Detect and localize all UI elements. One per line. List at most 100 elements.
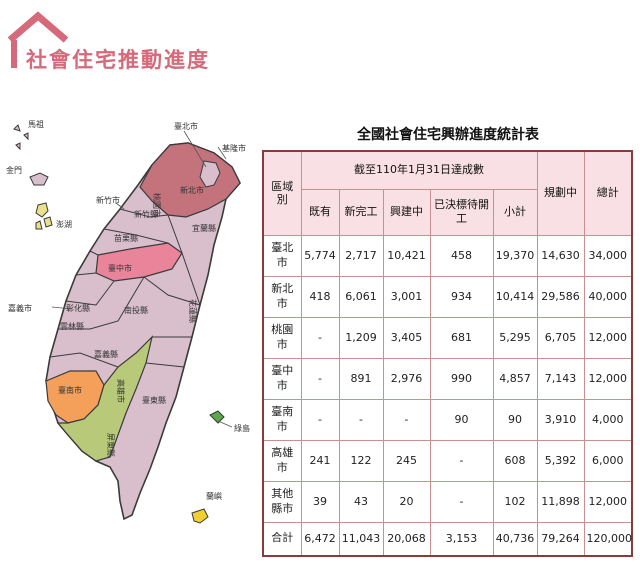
map-label-nantou: 南投縣	[124, 305, 148, 315]
cell-total: 12,000	[583, 316, 633, 359]
table-row: 桃園市 - 1,209 3,405 681 5,295 6,705 12,000	[262, 316, 633, 359]
cell-awaiting: 90	[429, 398, 494, 441]
cell-existing: 6,472	[300, 521, 340, 556]
map-label-hsinchu-city: 新竹市	[96, 195, 120, 205]
cell-existing: -	[300, 316, 340, 359]
table-title: 全國社會住宅興辦進度統計表	[357, 127, 539, 143]
map-label-pingtung: 屏東縣	[106, 433, 116, 457]
map-label-orchid: 蘭嶼	[206, 491, 222, 501]
map-label-hsinchu-county: 新竹縣	[134, 209, 158, 219]
cell-awaiting: -	[429, 480, 494, 523]
cell-new-completed: 122	[338, 439, 384, 482]
cell-total: 6,000	[583, 439, 633, 482]
map-label-penghu: 澎湖	[56, 219, 72, 229]
cell-subtotal: 40,736	[492, 521, 538, 556]
map-island-kinmen	[29, 172, 49, 186]
map-label-chiayi-city: 嘉義市	[8, 303, 32, 313]
cell-area: 新北市	[262, 275, 302, 318]
cell-under-construction: 245	[382, 439, 431, 482]
cell-existing: 241	[300, 439, 340, 482]
header-as-of: 截至110年1月31日達成數	[300, 150, 538, 190]
header-under-construction: 興建中	[382, 188, 431, 236]
map-label-taitung: 臺東縣	[142, 395, 166, 405]
map-region-taipei-city	[199, 160, 221, 188]
map-island-green	[209, 410, 225, 424]
map-label-tainan: 臺南市	[58, 385, 82, 395]
header-new-completed: 新完工	[338, 188, 384, 236]
table-row: 高雄市 241 122 245 - 608 5,392 6,000	[262, 439, 633, 482]
cell-total: 40,000	[583, 275, 633, 318]
map-label-miaoli: 苗栗縣	[114, 233, 138, 243]
cell-total: 120,000	[583, 521, 633, 556]
cell-planning: 29,586	[536, 275, 585, 318]
map-label-kaohsiung: 高雄市	[116, 379, 126, 403]
page-header: 社會住宅推動進度	[6, 10, 306, 72]
cell-new-completed: 6,061	[338, 275, 384, 318]
header-total: 總計	[583, 150, 633, 236]
map-label-kinmen: 金門	[6, 165, 22, 175]
cell-subtotal: 4,857	[492, 357, 538, 400]
cell-under-construction: 3,001	[382, 275, 431, 318]
cell-subtotal: 19,370	[492, 234, 538, 277]
map-label-newtaipei: 新北市	[180, 185, 204, 195]
header-subtotal: 小計	[492, 188, 538, 236]
cell-awaiting: 458	[429, 234, 494, 277]
table-total-row: 合計 6,472 11,043 20,068 3,153 40,736 79,2…	[262, 521, 633, 556]
cell-planning: 3,910	[536, 398, 585, 441]
cell-existing: 5,774	[300, 234, 340, 277]
table-row: 臺北市 5,774 2,717 10,421 458 19,370 14,630…	[262, 234, 633, 277]
map-label-taipei: 臺北市	[174, 121, 198, 131]
cell-area: 其他縣市	[262, 480, 302, 523]
map-label-changhua: 彰化縣	[66, 303, 90, 313]
cell-area: 合計	[262, 521, 302, 556]
map-label-chiayi-county: 嘉義縣	[94, 349, 118, 359]
page-title: 社會住宅推動進度	[26, 48, 210, 72]
cell-under-construction: 3,405	[382, 316, 431, 359]
cell-area: 臺南市	[262, 398, 302, 441]
cell-total: 12,000	[583, 480, 633, 523]
cell-total: 4,000	[583, 398, 633, 441]
cell-existing: -	[300, 398, 340, 441]
cell-under-construction: 20,068	[382, 521, 431, 556]
cell-awaiting: -	[429, 439, 494, 482]
cell-under-construction: -	[382, 398, 431, 441]
cell-under-construction: 2,976	[382, 357, 431, 400]
cell-planning: 6,705	[536, 316, 585, 359]
cell-area: 桃園市	[262, 316, 302, 359]
stats-table: 區域別 截至110年1月31日達成數 規劃中 總計 既有 新完工 興建中 已決標…	[262, 150, 633, 557]
cell-planning: 79,264	[536, 521, 585, 556]
cell-existing: 418	[300, 275, 340, 318]
table-row: 其他縣市 39 43 20 - 102 11,898 12,000	[262, 480, 633, 523]
table-row: 新北市 418 6,061 3,001 934 10,414 29,586 40…	[262, 275, 633, 318]
map-label-keelung: 基隆市	[222, 143, 246, 153]
cell-new-completed: 11,043	[338, 521, 384, 556]
taiwan-map: 臺北市 基隆市 新北市 桃園市 新竹市 新竹縣 宜蘭縣 苗栗縣 臺中市 彰化縣 …	[6, 119, 250, 524]
house-icon	[7, 11, 69, 68]
cell-subtotal: 608	[492, 439, 538, 482]
map-islands-penghu	[35, 202, 53, 230]
cell-planning: 7,143	[536, 357, 585, 400]
cell-awaiting: 681	[429, 316, 494, 359]
table-row: 臺中市 - 891 2,976 990 4,857 7,143 12,000	[262, 357, 633, 400]
map-label-taoyuan: 桃園市	[152, 193, 162, 217]
map-label-taichung: 臺中市	[108, 263, 132, 273]
cell-total: 34,000	[583, 234, 633, 277]
map-region-kaohsiung	[56, 335, 154, 462]
cell-area: 高雄市	[262, 439, 302, 482]
cell-under-construction: 10,421	[382, 234, 431, 277]
map-island-orchid	[191, 508, 209, 524]
cell-planning: 5,392	[536, 439, 585, 482]
cell-subtotal: 90	[492, 398, 538, 441]
cell-new-completed: 1,209	[338, 316, 384, 359]
map-region-taichung	[95, 242, 183, 282]
cell-existing: -	[300, 357, 340, 400]
cell-new-completed: -	[338, 398, 384, 441]
cell-subtotal: 102	[492, 480, 538, 523]
header-area: 區域別	[262, 150, 302, 236]
cell-new-completed: 2,717	[338, 234, 384, 277]
cell-subtotal: 10,414	[492, 275, 538, 318]
cell-awaiting: 3,153	[429, 521, 494, 556]
cell-new-completed: 891	[338, 357, 384, 400]
map-label-yilan: 宜蘭縣	[192, 223, 216, 233]
header-awaiting: 已決標待開工	[429, 188, 494, 236]
